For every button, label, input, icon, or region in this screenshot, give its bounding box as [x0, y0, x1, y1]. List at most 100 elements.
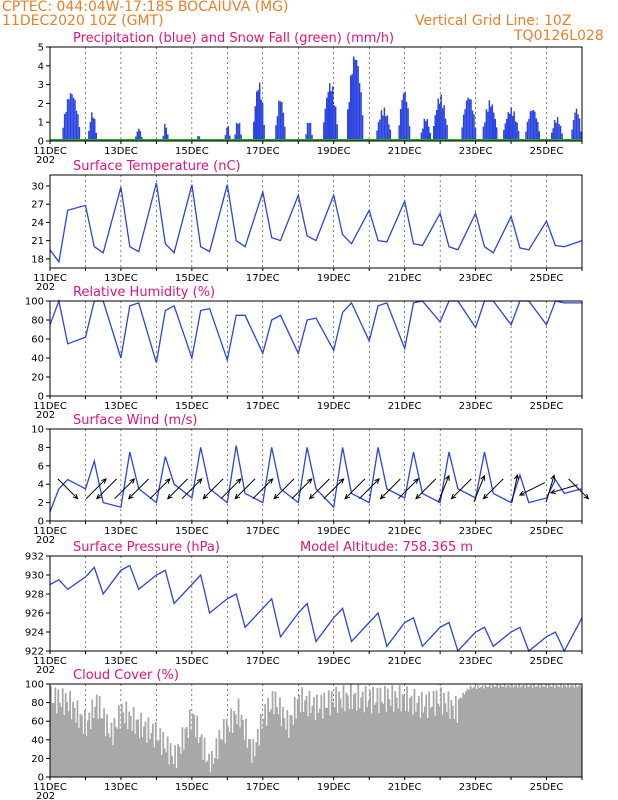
cloud-bar [261, 728, 264, 777]
cloud-bar [206, 760, 209, 777]
y-tick-label: 2 [38, 99, 44, 110]
cloud-bar [327, 690, 330, 777]
panel-title: Surface Wind (m/s) [73, 413, 197, 428]
cloud-bar [98, 696, 101, 777]
wind-arrowhead [482, 493, 489, 500]
wind-arrow [451, 478, 472, 500]
cloud-bar [245, 718, 247, 777]
cloud-bar [94, 706, 97, 777]
wind-arrowhead [235, 478, 242, 484]
cloud-bar [150, 732, 153, 777]
wind-arrow [149, 478, 171, 500]
y-tick-label: 20 [31, 754, 44, 765]
cloud-bar [491, 684, 494, 777]
precip-bar [258, 82, 261, 141]
cloud-bar [412, 714, 414, 777]
cloud-bar [357, 684, 360, 777]
precip-bar [532, 110, 535, 141]
cloud-bar [348, 709, 351, 777]
precip-bar [526, 121, 529, 141]
precip-bar [348, 102, 350, 141]
x-tick-label: 25DEC [530, 273, 564, 284]
cloud-bar [450, 699, 453, 777]
model-code: TQ0126L028 [514, 28, 604, 44]
cloud-bar [162, 731, 165, 777]
cloud-bar [401, 694, 404, 777]
cloud-bar [462, 692, 465, 777]
precip-bar [426, 119, 429, 141]
x-tick-label: 23DEC [459, 401, 493, 412]
precip-bar [438, 103, 441, 141]
cloud-bar [305, 695, 308, 777]
x-footnote: 202 [36, 410, 55, 421]
precip-bar [347, 109, 349, 141]
wind-arrowhead [72, 493, 79, 500]
cloud-bar [274, 691, 277, 777]
cloud-bar [372, 687, 374, 777]
cloud-bar [66, 702, 69, 777]
wind-arrowhead [549, 489, 556, 495]
wind-arrow [128, 478, 149, 500]
precip-bar [261, 103, 264, 141]
precip-bar [531, 110, 533, 141]
wind-arrow [273, 478, 295, 500]
x-tick-label: 25DEC [530, 401, 564, 412]
cloud-bar [552, 684, 555, 777]
precip-bar [484, 122, 486, 141]
cloud-bar [147, 717, 150, 777]
cloud-bar [50, 686, 52, 777]
cloud-bar [333, 706, 336, 777]
y-tick-label: 0 [38, 137, 44, 148]
y-tick-label: 0 [38, 392, 44, 403]
wind-arrow [438, 475, 450, 502]
cloud-bar [397, 708, 400, 777]
precip-bar [402, 93, 405, 141]
wind-arrowhead [513, 473, 520, 481]
cloud-bar [311, 705, 314, 777]
precip-bar [433, 125, 435, 141]
cloud-bar [317, 712, 320, 777]
precip-bar [555, 122, 557, 141]
run-date: 11DEC2020 10Z (GMT) [2, 13, 164, 29]
cloud-bar [497, 687, 500, 777]
cloud-bar [537, 684, 540, 777]
precip-bar [511, 115, 514, 141]
cloud-bar [493, 686, 496, 777]
x-tick-label: 13DEC [104, 526, 138, 537]
x-tick-label: 11DEC [33, 146, 67, 157]
cloud-bar [85, 736, 88, 777]
cloud-bar [214, 757, 216, 777]
precip-bar [490, 106, 492, 141]
cloud-bar [193, 715, 196, 777]
cloud-bar [81, 715, 83, 777]
precip-bar [92, 117, 95, 141]
cloud-bar [395, 697, 398, 777]
cloud-bar [394, 691, 397, 777]
precip-bar [380, 110, 383, 141]
cloud-bar [174, 745, 176, 777]
cloud-bar [313, 697, 315, 777]
precip-bar [238, 122, 241, 141]
precip-bar [336, 124, 338, 141]
panel-frame [49, 46, 583, 142]
x-footnote: 202 [36, 791, 55, 800]
y-tick-label: 21 [31, 236, 44, 247]
precip-bar [227, 126, 230, 141]
wind-arrow [380, 478, 401, 500]
precip-bar [71, 94, 73, 141]
x-tick-label: 17DEC [246, 526, 280, 537]
cloud-bar [459, 697, 462, 777]
y-tick-label: 100 [25, 680, 44, 691]
cloud-bar [429, 708, 432, 777]
panel-frame [49, 300, 583, 397]
cloud-bar [307, 716, 309, 777]
cloud-bar [420, 691, 423, 777]
cloud-bar [519, 687, 522, 777]
cloud-bar [528, 685, 531, 777]
cloud-bar [181, 727, 184, 777]
panel-pres: Surface Pressure (hPa) Model Altitude: 75… [25, 540, 583, 676]
cloud-bar [426, 717, 429, 777]
cloud-bar [221, 739, 224, 777]
precip-bar [408, 126, 411, 141]
